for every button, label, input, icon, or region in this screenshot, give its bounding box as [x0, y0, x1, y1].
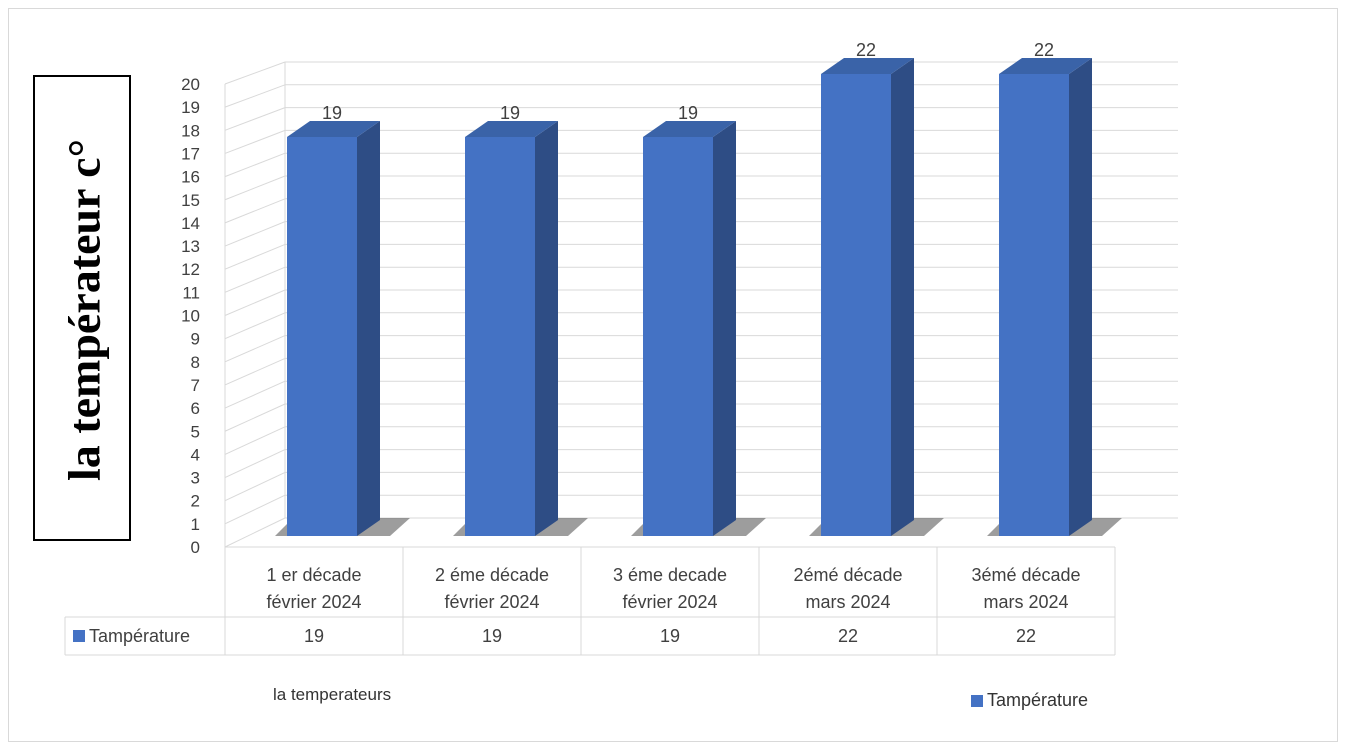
- gridline-side: [224, 243, 286, 270]
- y-tick-label: 20: [181, 75, 200, 94]
- y-tick-label: 2: [191, 492, 200, 511]
- y-tick-label: 1: [191, 515, 200, 534]
- x-category-label: février 2024: [622, 592, 717, 612]
- bar: [999, 74, 1069, 536]
- legend: Tampérature: [971, 690, 1088, 711]
- bar-top: [643, 121, 736, 137]
- gridline-side: [224, 266, 286, 293]
- gridline-side: [224, 221, 286, 247]
- bar: [821, 74, 891, 536]
- gridline-side: [224, 198, 286, 224]
- x-category-label: 1 er décade: [266, 565, 361, 585]
- y-tick-label: 8: [191, 353, 200, 372]
- bar: [643, 137, 713, 536]
- y-tick-label: 14: [181, 214, 200, 233]
- x-category-label: 3 éme decade: [613, 565, 727, 585]
- gridline-side: [224, 357, 286, 386]
- y-tick-label: 9: [191, 330, 200, 349]
- data-label: 19: [678, 103, 698, 123]
- table-value: 19: [304, 626, 324, 646]
- y-tick-label: 13: [181, 237, 200, 256]
- data-label: 19: [322, 103, 342, 123]
- bar-side: [713, 121, 736, 536]
- gridline-side: [224, 335, 286, 363]
- bar-top: [821, 58, 914, 74]
- x-category-label: février 2024: [266, 592, 361, 612]
- gridline-side: [224, 517, 286, 548]
- table-value: 22: [838, 626, 858, 646]
- legend-swatch: [971, 694, 983, 707]
- bar: [465, 137, 535, 536]
- bar-side: [1069, 58, 1092, 536]
- gridline-side: [224, 107, 286, 131]
- y-tick-label: 15: [181, 191, 200, 210]
- gridline-side: [224, 84, 286, 108]
- y-tick-label: 0: [191, 538, 200, 557]
- gridline-side: [224, 449, 286, 479]
- x-category-label: mars 2024: [983, 592, 1068, 612]
- data-label: 19: [500, 103, 520, 123]
- table-legend-swatch: [73, 630, 85, 642]
- gridline-side: [224, 152, 286, 178]
- table-value: 19: [660, 626, 680, 646]
- bar-side: [891, 58, 914, 536]
- chart-frame: [8, 8, 1338, 742]
- bar-top: [287, 121, 380, 137]
- y-tick-label: 7: [191, 376, 200, 395]
- y-tick-label: 5: [191, 422, 200, 441]
- legend-label: Tampérature: [987, 690, 1089, 710]
- gridline-side: [224, 471, 286, 502]
- table-series-name: Tampérature: [89, 626, 190, 646]
- table-value: 22: [1016, 626, 1036, 646]
- bar-top: [999, 58, 1092, 74]
- gridline-side: [224, 312, 286, 340]
- x-category-label: 3émé décade: [971, 565, 1080, 585]
- bar-side: [357, 121, 380, 536]
- y-tick-label: 12: [181, 260, 200, 279]
- y-tick-label: 19: [181, 98, 200, 117]
- gridline-side: [224, 426, 286, 455]
- table-value: 19: [482, 626, 502, 646]
- x-category-label: février 2024: [444, 592, 539, 612]
- gridline-side: [224, 494, 286, 525]
- gridline-side: [224, 289, 286, 316]
- y-tick-label: 18: [181, 121, 200, 140]
- bar-side: [535, 121, 558, 536]
- data-label: 22: [856, 40, 876, 60]
- x-category-label: mars 2024: [805, 592, 890, 612]
- bar: [287, 137, 357, 536]
- y-tick-label: 3: [191, 469, 200, 488]
- bar-top: [465, 121, 558, 137]
- chart-caption: la temperateurs: [273, 685, 392, 704]
- gridline-side: [224, 175, 286, 201]
- y-axis-label: la températeur c°: [58, 139, 110, 481]
- gridline-side: [224, 380, 286, 409]
- gridline-side: [224, 403, 286, 432]
- y-tick-label: 10: [181, 307, 200, 326]
- y-axis-label-box: [33, 75, 131, 541]
- gridline-side: [224, 61, 286, 85]
- data-label: 22: [1034, 40, 1054, 60]
- x-category-label: 2émé décade: [793, 565, 902, 585]
- y-tick-label: 16: [181, 168, 200, 187]
- y-tick-label: 17: [181, 144, 200, 163]
- y-tick-label: 4: [191, 445, 200, 464]
- gridline-side: [224, 129, 286, 154]
- y-tick-label: 6: [191, 399, 200, 418]
- x-category-label: 2 éme décade: [435, 565, 549, 585]
- y-tick-label: 11: [182, 283, 200, 302]
